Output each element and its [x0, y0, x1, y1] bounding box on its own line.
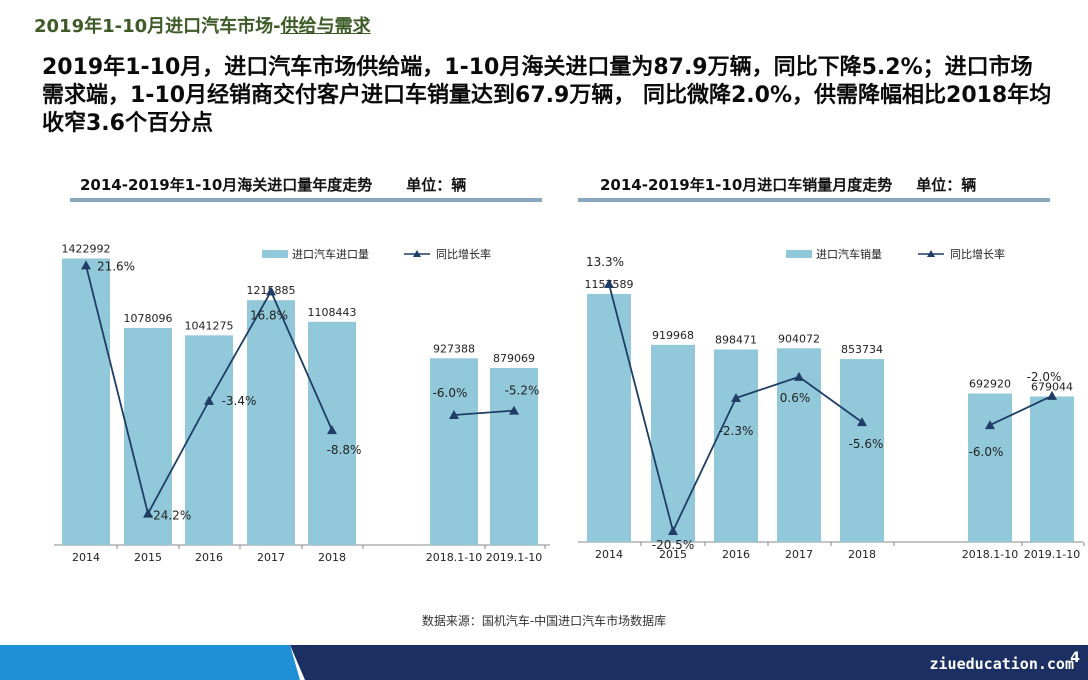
- chart1-title-text: 2014-2019年1-10月海关进口量年度走势: [80, 176, 373, 194]
- chart2-title: 2014-2019年1-10月进口车销量月度走势 单位：辆: [600, 174, 976, 195]
- bar-label-2015: 1078096: [124, 312, 173, 325]
- bar-2014: [587, 293, 631, 542]
- legend-bar-swatch: [262, 250, 288, 258]
- growth-marker-2015: [143, 508, 153, 518]
- growth-label-2019.1-10: -2.0%: [1027, 370, 1062, 384]
- growth-marker-2017: [794, 371, 804, 381]
- category-label-2016: 2016: [195, 551, 223, 564]
- growth-line-segment-1: [453, 409, 515, 416]
- chart-customs-import-volume: 进口汽车进口量 同比增长率 1422992 2014 1078096 2015 104127…: [54, 242, 550, 564]
- growth-marker-2018.1-10: [985, 420, 995, 430]
- growth-marker-2014: [81, 260, 91, 270]
- growth-label-2014: 21.6%: [97, 259, 135, 273]
- category-label-2018.1-10: 2018.1-10: [962, 548, 1018, 561]
- category-label-2018: 2018: [848, 548, 876, 561]
- chart1-title: 2014-2019年1-10月海关进口量年度走势 单位：辆: [80, 174, 466, 195]
- bar-2015: [651, 344, 695, 542]
- growth-label-2015: -24.2%: [149, 509, 191, 523]
- growth-label-2017: 16.8%: [250, 308, 288, 322]
- category-label-2016: 2016: [722, 548, 750, 561]
- page-title-prefix: 2019年1-10月进口汽车市场-: [34, 16, 281, 37]
- growth-label-2015: -20.5%: [652, 538, 694, 552]
- bar-label-2019.1-10: 879069: [493, 352, 535, 365]
- chart2-title-rule: [578, 198, 1050, 202]
- page-title-highlight: 供给与需求: [280, 16, 371, 37]
- bar-label-2018: 1108443: [308, 306, 357, 319]
- category-label-2018.1-10: 2018.1-10: [426, 551, 482, 564]
- category-label-2015: 2015: [134, 551, 162, 564]
- growth-label-2017: 0.6%: [780, 391, 811, 405]
- growth-label-2016: -2.3%: [719, 424, 754, 438]
- legend-bar-label: 进口汽车进口量: [292, 247, 369, 261]
- bar-label-2015: 919968: [652, 329, 694, 342]
- chart1-title-rule: [70, 198, 542, 202]
- growth-marker-2018.1-10: [449, 409, 459, 419]
- legend-bar-swatch: [786, 250, 812, 258]
- legend-line-label: 同比增长率: [436, 247, 491, 261]
- chart2-unit: 单位：辆: [916, 176, 977, 194]
- legend-line-marker: [413, 250, 421, 257]
- growth-label-2018.1-10: -6.0%: [969, 445, 1004, 459]
- growth-label-2016: -3.4%: [222, 394, 257, 408]
- growth-marker-2018: [857, 417, 867, 427]
- footer-band: [0, 645, 1088, 680]
- growth-marker-2018: [327, 425, 337, 435]
- chart2-title-text: 2014-2019年1-10月进口车销量月度走势: [600, 176, 893, 194]
- growth-marker-2017: [266, 286, 276, 296]
- bar-label-2019.1-10: 679044: [1031, 380, 1073, 393]
- growth-marker-2019.1-10: [1047, 390, 1057, 400]
- bar-2018.1-10: [968, 393, 1012, 542]
- bar-label-2016: 898471: [715, 333, 757, 346]
- bar-2019.1-10: [1030, 396, 1074, 542]
- footer-watermark: ziueducation.com: [929, 655, 1075, 673]
- category-label-2014: 2014: [72, 551, 100, 564]
- category-label-2019.1-10: 2019.1-10: [486, 551, 542, 564]
- bar-2016: [714, 349, 758, 542]
- growth-marker-2015: [668, 526, 678, 536]
- legend-line-marker: [927, 250, 935, 257]
- chart1-unit: 单位：辆: [406, 176, 467, 194]
- category-label-2017: 2017: [257, 551, 285, 564]
- bar-label-2018.1-10: 927388: [433, 342, 475, 355]
- growth-marker-2019.1-10: [509, 405, 519, 415]
- growth-label-2018: -8.8%: [327, 443, 362, 457]
- growth-label-2018: -5.6%: [849, 437, 884, 451]
- legend-line-label: 同比增长率: [950, 247, 1005, 261]
- bar-2018.1-10: [430, 358, 478, 545]
- summary-text: 2019年1-10月，进口汽车市场供给端，1-10月海关进口量为87.9万辆，同…: [42, 55, 1052, 136]
- bar-2014: [62, 258, 110, 545]
- bar-label-2018: 853734: [841, 343, 883, 356]
- bar-label-2017: 904072: [778, 332, 820, 345]
- legend-bar-label: 进口汽车销量: [816, 247, 882, 261]
- growth-label-2019.1-10: -5.2%: [505, 384, 540, 398]
- growth-line-segment-1: [989, 395, 1053, 426]
- bar-label-2018.1-10: 692920: [969, 378, 1011, 391]
- growth-label-2018.1-10: -6.0%: [433, 386, 468, 400]
- growth-marker-2014: [604, 279, 614, 289]
- bar-2018: [840, 359, 884, 542]
- bar-2019.1-10: [490, 367, 538, 545]
- category-label-2018: 2018: [318, 551, 346, 564]
- growth-marker-2016: [204, 395, 214, 405]
- bar-label-2016: 1041275: [185, 319, 234, 332]
- bar-2016: [185, 335, 233, 545]
- data-source-note: 数据来源：国机汽车-中国进口汽车市场数据库: [421, 614, 667, 628]
- category-label-2015: 2015: [659, 548, 687, 561]
- page-number: 4: [1070, 650, 1080, 666]
- category-label-2014: 2014: [595, 548, 623, 561]
- growth-label-2014: 13.3%: [586, 255, 624, 269]
- bar-2017: [247, 300, 295, 545]
- growth-marker-2016: [731, 393, 741, 403]
- bar-label-2014: 1422992: [62, 242, 111, 255]
- category-label-2019.1-10: 2019.1-10: [1024, 548, 1080, 561]
- page-title: 2019年1-10月进口汽车市场-供给与需求: [34, 12, 371, 38]
- chart-import-sales-volume: 进口汽车销量同比增长率11575892014919968201589847120…: [578, 247, 1085, 561]
- category-label-2017: 2017: [785, 548, 813, 561]
